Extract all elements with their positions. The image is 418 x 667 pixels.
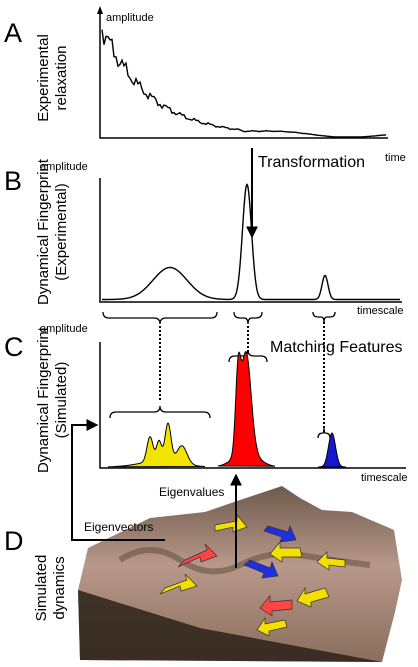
panel-label: Experimental [35, 34, 52, 122]
y-axis-label: amplitude [40, 161, 88, 173]
panel-letter: D [4, 526, 24, 556]
x-axis-label: timescale [357, 305, 403, 317]
peak-blue [318, 432, 346, 468]
arrowhead [97, 6, 103, 14]
panel-d: D Simulated dynamics Eigenvalues Eigenve… [4, 419, 402, 662]
axes [99, 178, 402, 303]
panel-a: A Experimental relaxation amplitude time [4, 6, 406, 164]
annotation: Eigenvectors [84, 520, 153, 534]
matching-links [102, 311, 336, 439]
panel-label: (Simulated) [53, 362, 70, 439]
relaxation-curve [101, 29, 387, 138]
axes [99, 342, 406, 469]
eigenvector-arrow [71, 419, 165, 541]
panel-label: Dynamical Fingerprint [35, 326, 52, 473]
panel-label: Simulated [33, 555, 50, 622]
axes [99, 8, 388, 139]
panel-b: B Dynamical Fingerprint (Experimental) a… [4, 148, 403, 317]
annotation: Matching Features [270, 339, 403, 356]
panel-c: C Dynamical Fingerprint (Simulated) ampl… [4, 323, 407, 484]
panel-letter: A [4, 18, 22, 48]
panel-label: relaxation [53, 45, 70, 110]
panel-label: Dynamical Fingerprint [35, 158, 52, 305]
landscape-edge [78, 590, 382, 662]
panel-label: dynamics [51, 556, 68, 619]
y-axis-label: amplitude [106, 12, 154, 24]
x-axis-label: timescale [361, 472, 407, 484]
y-axis-label: amplitude [40, 323, 88, 335]
label-box [157, 484, 233, 499]
x-axis-label: time [385, 152, 406, 164]
panel-letter: B [4, 166, 22, 196]
peak-red [217, 351, 276, 467]
annotation: Transformation [258, 154, 365, 171]
peak-yellow [107, 422, 206, 468]
panel-label: (Experimental) [53, 183, 70, 281]
panel-letter: C [4, 332, 24, 362]
annotation: Eigenvalues [159, 485, 224, 499]
landscape-ridge [118, 547, 371, 575]
